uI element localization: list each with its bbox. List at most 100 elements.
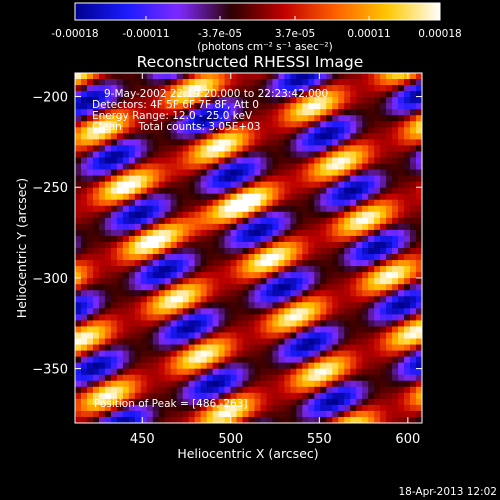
heatmap-cell [386,145,393,153]
heatmap-cell [224,278,232,285]
heatmap-cell [410,175,417,183]
heatmap-cell [158,248,166,255]
heatmap-cell [410,284,417,291]
heatmap-cell [410,91,417,98]
heatmap-cell [80,115,88,122]
heatmap-cell [338,272,345,279]
heatmap-cell [392,278,399,285]
heatmap-cell [194,272,202,279]
heatmap-cell [182,302,190,309]
heatmap-cell [260,139,268,147]
heatmap-cell [272,344,280,352]
heatmap-cell [272,73,280,80]
heatmap-cell [134,260,142,267]
heatmap-cell [194,266,202,273]
heatmap-cell [260,79,268,86]
heatmap-cell [320,151,327,159]
heatmap-cell [368,193,375,201]
heatmap-cell [338,416,345,423]
heatmap-cell [212,229,220,237]
heatmap-cell [338,145,345,153]
heatmap-cell [284,127,291,134]
heatmap-cell [128,266,136,273]
heatmap-cell [392,241,399,249]
heatmap-cell [350,91,357,98]
heatmap-cell [266,296,274,303]
heatmap-cell [236,386,244,394]
heatmap-cell [392,85,399,92]
heatmap-cell [368,368,375,376]
heatmap-cell [392,368,399,376]
heatmap-cell [392,205,399,213]
heatmap-cell [266,362,274,370]
heatmap-cell [122,308,130,315]
heatmap-cell [170,404,178,412]
heatmap-cell [164,284,172,291]
heatmap-cell [140,91,148,98]
heatmap-cell [146,229,154,237]
heatmap-cell [224,121,232,128]
heatmap-cell [206,103,214,110]
heatmap-cell [104,260,112,267]
heatmap-cell [386,235,393,243]
heatmap-cell [104,121,112,128]
heatmap-cell [212,260,220,267]
heatmap-cell [230,332,238,340]
heatmap-cell [272,121,280,128]
heatmap-cell [260,248,268,255]
heatmap-cell [410,308,417,315]
heatmap-cell [368,308,375,315]
heatmap-cell [350,73,357,80]
heatmap-cell [320,260,327,267]
heatmap-cell [200,362,208,370]
heatmap-cell [116,320,124,328]
heatmap-cell [242,223,250,231]
heatmap-cell [206,91,214,98]
heatmap-cell [296,332,303,340]
heatmap-cell [404,368,411,376]
heatmap-cell [326,187,333,195]
heatmap-cell [278,145,285,153]
heatmap-cell [410,73,417,80]
heatmap-cell [290,398,297,406]
heatmap-cell [278,374,285,382]
heatmap-cell [326,181,333,189]
heatmap-cell [164,121,172,128]
heatmap-cell [75,272,82,279]
heatmap-cell [332,187,339,195]
heatmap-cell [338,79,345,86]
heatmap-cell [410,320,417,328]
heatmap-cell [80,326,88,334]
heatmap-cell [248,350,256,358]
heatmap-cell [296,290,303,297]
heatmap-cell [332,362,339,370]
heatmap-cell [296,344,303,352]
heatmap-cell [152,127,160,134]
heatmap-cell [92,344,100,352]
heatmap-cell [200,296,208,303]
heatmap-cell [314,404,321,412]
heatmap-cell [104,308,112,315]
heatmap-cell [302,187,309,195]
heatmap-cell [314,241,321,249]
heatmap-cell [344,374,351,382]
heatmap-cell [332,248,339,255]
heatmap-cell [284,296,291,303]
heatmap-cell [416,380,422,388]
heatmap-cell [380,260,387,267]
heatmap-cell [332,199,339,207]
heatmap-cell [392,199,399,207]
heatmap-cell [248,145,256,153]
heatmap-cell [188,151,196,159]
heatmap-cell [164,332,172,340]
heatmap-cell [75,290,82,297]
heatmap-cell [296,211,303,219]
heatmap-cell [170,73,178,80]
heatmap-cell [92,229,100,237]
heatmap-cell [194,97,202,104]
heatmap-cell [152,145,160,153]
heatmap-cell [266,326,274,334]
heatmap-cell [380,332,387,340]
heatmap-cell [392,344,399,352]
heatmap-cell [152,133,160,140]
